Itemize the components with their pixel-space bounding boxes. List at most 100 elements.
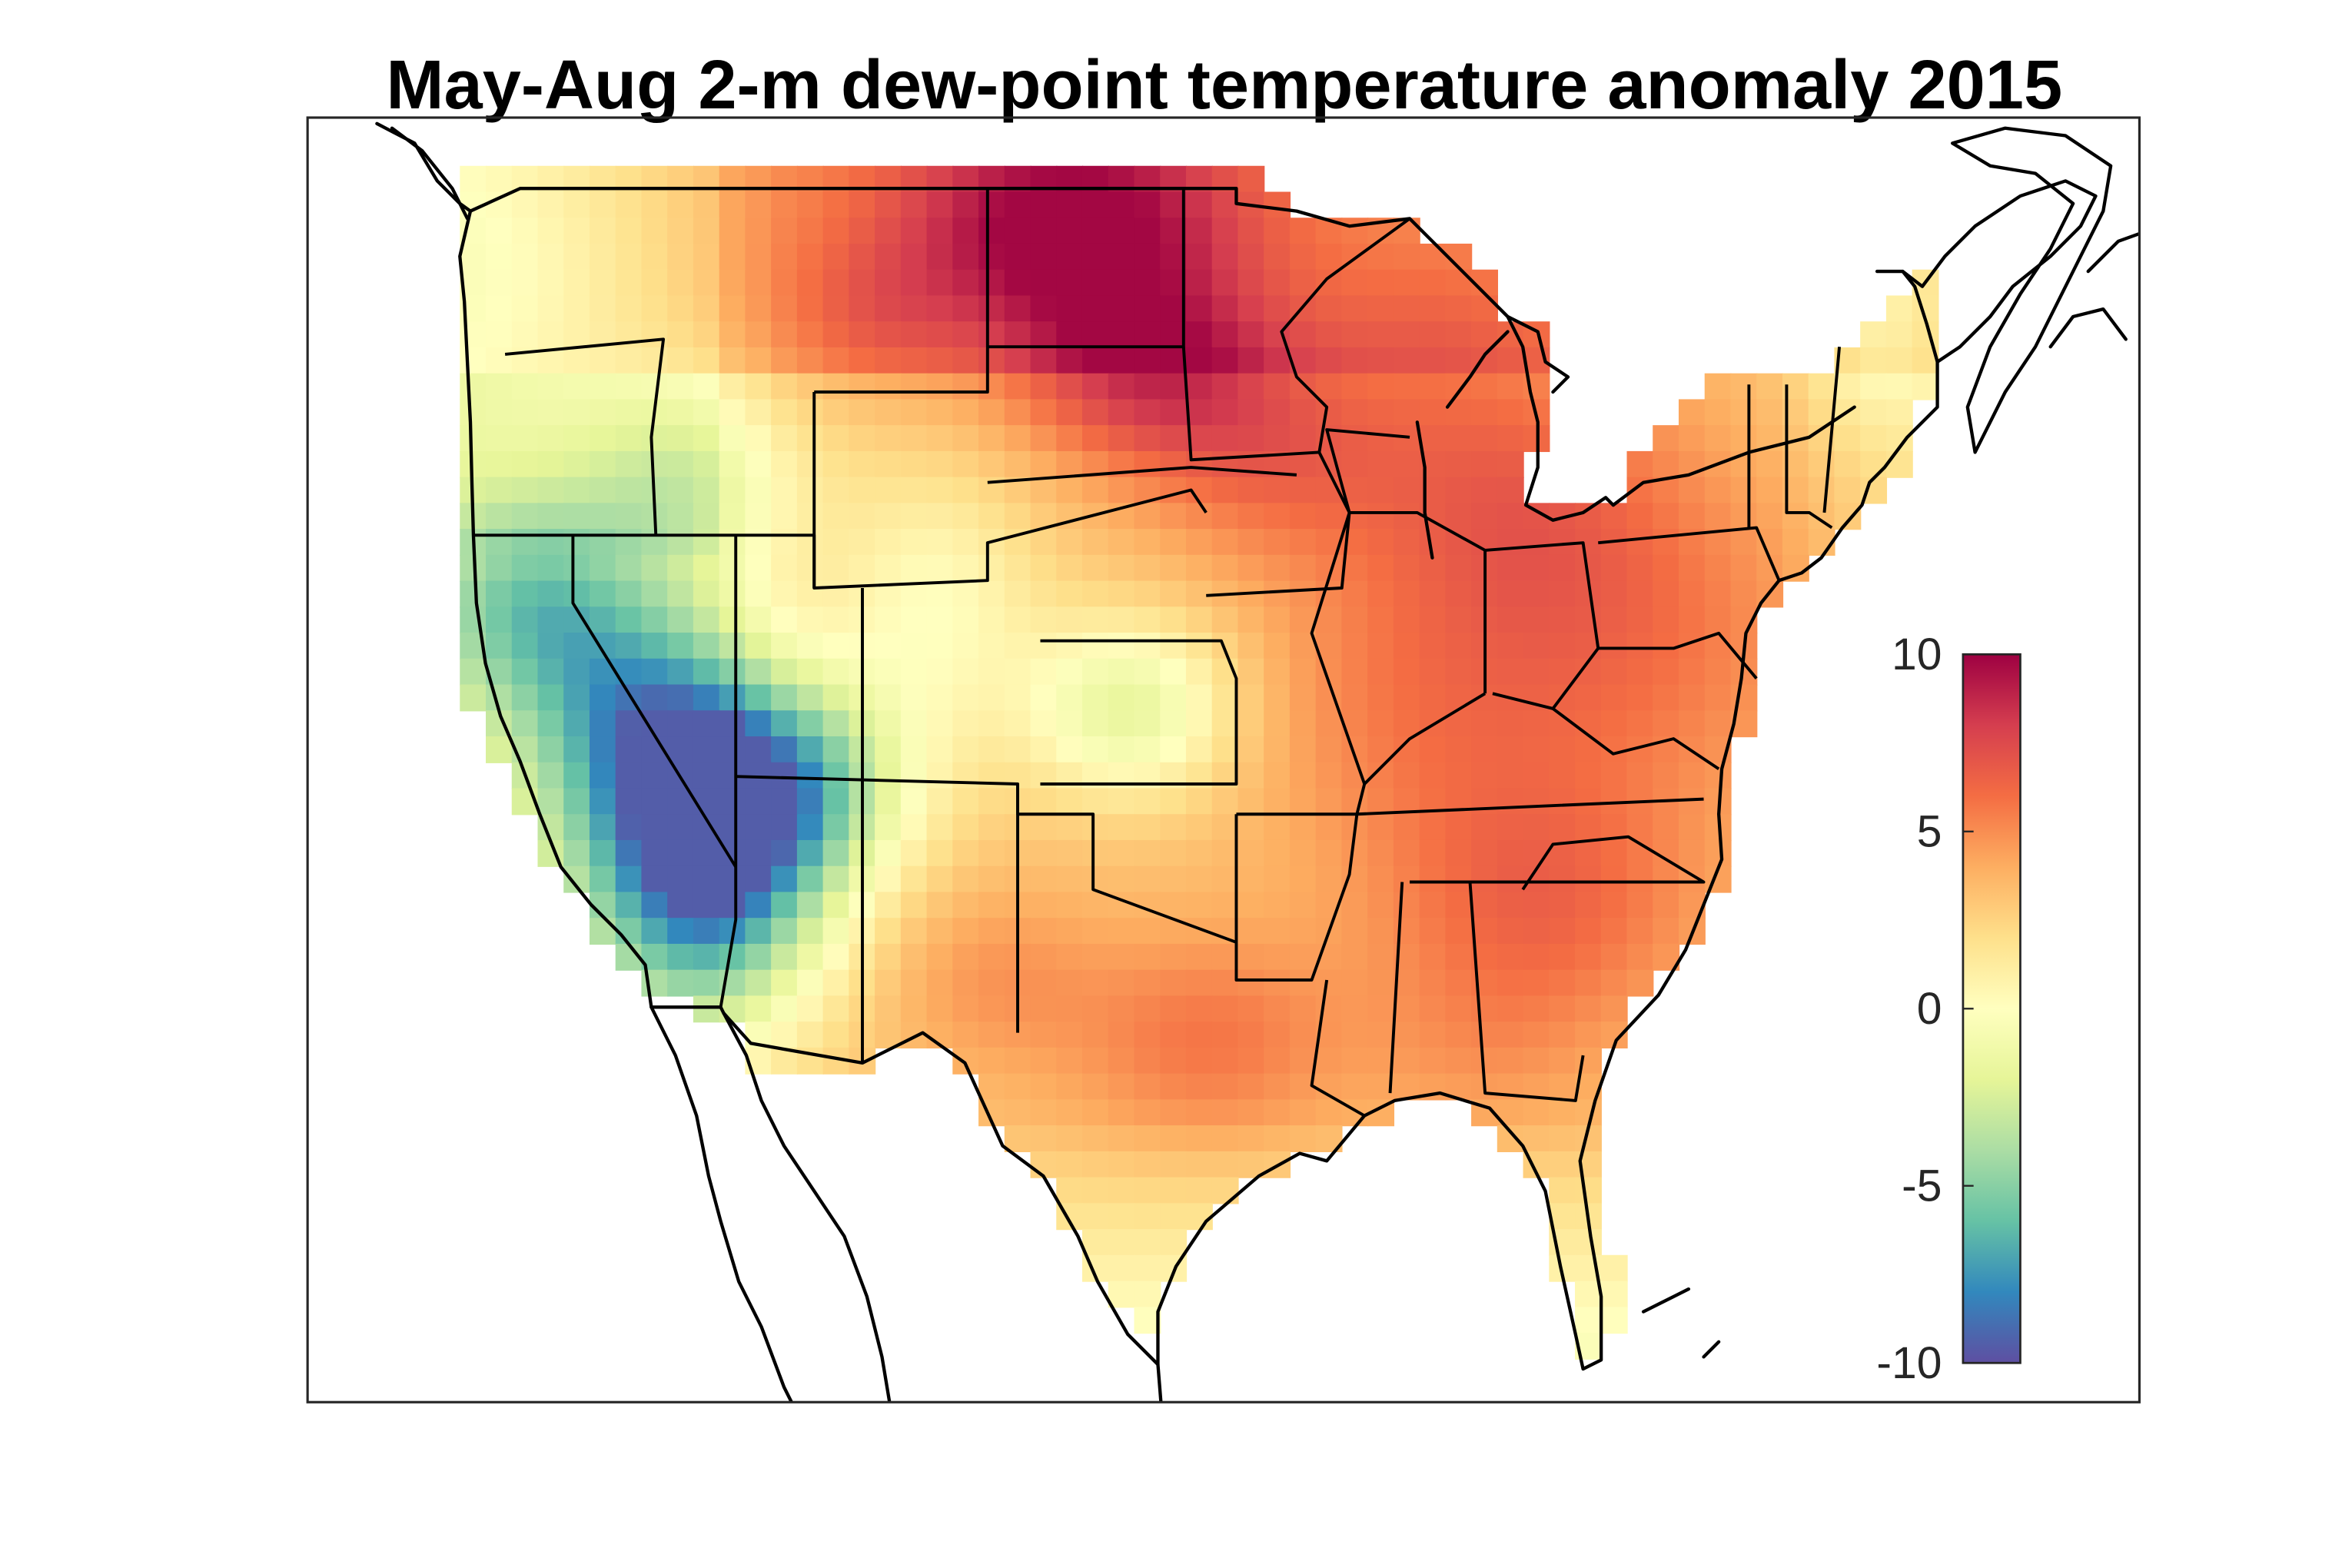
anomaly-grid-cell	[1081, 1151, 1109, 1178]
anomaly-grid-cell	[1289, 321, 1317, 349]
anomaly-grid-cell	[1289, 399, 1317, 427]
anomaly-grid-cell	[641, 373, 669, 400]
anomaly-grid-cell	[796, 321, 824, 349]
anomaly-grid-cell	[719, 243, 746, 271]
anomaly-grid-cell	[745, 969, 772, 997]
anomaly-grid-cell	[849, 347, 876, 374]
anomaly-grid-cell	[1419, 347, 1447, 374]
anomaly-grid-cell	[745, 865, 772, 893]
anomaly-grid-cell	[1030, 606, 1058, 634]
anomaly-grid-cell	[1108, 399, 1135, 427]
anomaly-grid-cell	[926, 347, 954, 374]
anomaly-grid-cell	[1315, 969, 1343, 997]
anomaly-grid-cell	[641, 295, 669, 323]
anomaly-grid-cell	[641, 580, 669, 608]
anomaly-grid-cell	[1211, 425, 1239, 453]
anomaly-grid-cell	[615, 529, 643, 556]
anomaly-grid-cell	[460, 606, 487, 634]
anomaly-heatmap	[460, 165, 1939, 1360]
anomaly-grid-cell	[900, 477, 928, 504]
anomaly-grid-cell	[1264, 918, 1291, 945]
anomaly-grid-cell	[978, 969, 1005, 997]
anomaly-grid-cell	[615, 736, 643, 763]
anomaly-grid-cell	[667, 554, 695, 582]
anomaly-grid-cell	[1160, 969, 1188, 997]
anomaly-grid-cell	[1730, 373, 1758, 400]
anomaly-grid-cell	[1445, 658, 1473, 686]
anomaly-grid-cell	[1108, 1281, 1135, 1308]
anomaly-grid-cell	[849, 269, 876, 297]
anomaly-grid-cell	[875, 554, 902, 582]
anomaly-grid-cell	[1445, 477, 1473, 504]
anomaly-grid-cell	[1030, 321, 1058, 349]
anomaly-grid-cell	[1108, 788, 1135, 816]
anomaly-grid-cell	[1471, 710, 1498, 738]
anomaly-grid-cell	[693, 529, 720, 556]
anomaly-grid-cell	[460, 347, 487, 374]
anomaly-grid-cell	[693, 995, 720, 1023]
anomaly-grid-cell	[693, 865, 720, 893]
anomaly-grid-cell	[615, 710, 643, 738]
anomaly-grid-cell	[1445, 762, 1473, 789]
anomaly-grid-cell	[563, 658, 591, 686]
anomaly-grid-cell	[641, 347, 669, 374]
anomaly-grid-cell	[1341, 1073, 1369, 1101]
anomaly-grid-cell	[1393, 606, 1420, 634]
anomaly-grid-cell	[1185, 814, 1213, 842]
anomaly-grid-cell	[1471, 892, 1498, 919]
anomaly-grid-cell	[822, 892, 850, 919]
anomaly-grid-cell	[1185, 269, 1213, 297]
anomaly-grid-cell	[1678, 425, 1706, 453]
anomaly-grid-cell	[978, 814, 1005, 842]
state-line	[1410, 835, 1706, 891]
anomaly-grid-cell	[978, 1047, 1005, 1075]
anomaly-grid-cell	[1264, 1099, 1291, 1127]
anomaly-grid-cell	[822, 814, 850, 842]
anomaly-grid-cell	[1030, 554, 1058, 582]
anomaly-grid-cell	[486, 347, 513, 374]
anomaly-grid-cell	[745, 477, 772, 504]
anomaly-grid-cell	[1211, 1151, 1239, 1178]
anomaly-grid-cell	[563, 218, 591, 245]
anomaly-grid-cell	[1134, 995, 1161, 1023]
anomaly-grid-cell	[952, 633, 980, 659]
anomaly-grid-cell	[1600, 1307, 1628, 1334]
anomaly-grid-cell	[1393, 425, 1420, 453]
anomaly-grid-cell	[1419, 684, 1447, 712]
anomaly-grid-cell	[1341, 918, 1369, 945]
anomaly-grid-cell	[1056, 658, 1084, 686]
anomaly-grid-cell	[952, 580, 980, 608]
anomaly-grid-cell	[511, 554, 539, 582]
anomaly-grid-cell	[952, 943, 980, 971]
anomaly-grid-cell	[589, 243, 616, 271]
anomaly-grid-cell	[615, 450, 643, 478]
anomaly-grid-cell	[745, 736, 772, 763]
anomaly-grid-cell	[1419, 918, 1447, 945]
anomaly-grid-cell	[1730, 554, 1758, 582]
anomaly-grid-cell	[1445, 1047, 1473, 1075]
anomaly-grid-cell	[1445, 736, 1473, 763]
anomaly-grid-cell	[1419, 295, 1447, 323]
bc-coast	[375, 121, 473, 221]
anomaly-grid-cell	[926, 969, 954, 997]
anomaly-grid-cell	[1600, 633, 1628, 659]
anomaly-grid-cell	[719, 892, 746, 919]
anomaly-grid-cell	[1237, 788, 1265, 816]
anomaly-grid-cell	[822, 399, 850, 427]
anomaly-grid-cell	[1497, 788, 1524, 816]
anomaly-grid-cell	[1575, 1229, 1602, 1256]
anomaly-grid-cell	[1885, 450, 1913, 478]
anomaly-grid-cell	[511, 658, 539, 686]
anomaly-grid-cell	[745, 943, 772, 971]
anomaly-grid-cell	[1211, 943, 1239, 971]
anomaly-grid-cell	[486, 321, 513, 349]
state-line	[1310, 979, 1366, 1118]
anomaly-grid-cell	[796, 606, 824, 634]
anomaly-grid-cell	[1160, 1177, 1188, 1204]
anomaly-grid-cell	[1081, 1099, 1109, 1127]
anomaly-grid-cell	[745, 295, 772, 323]
anomaly-grid-cell	[771, 425, 799, 453]
anomaly-grid-cell	[900, 658, 928, 686]
anomaly-grid-cell	[1471, 477, 1498, 504]
anomaly-grid-cell	[1575, 1022, 1602, 1049]
